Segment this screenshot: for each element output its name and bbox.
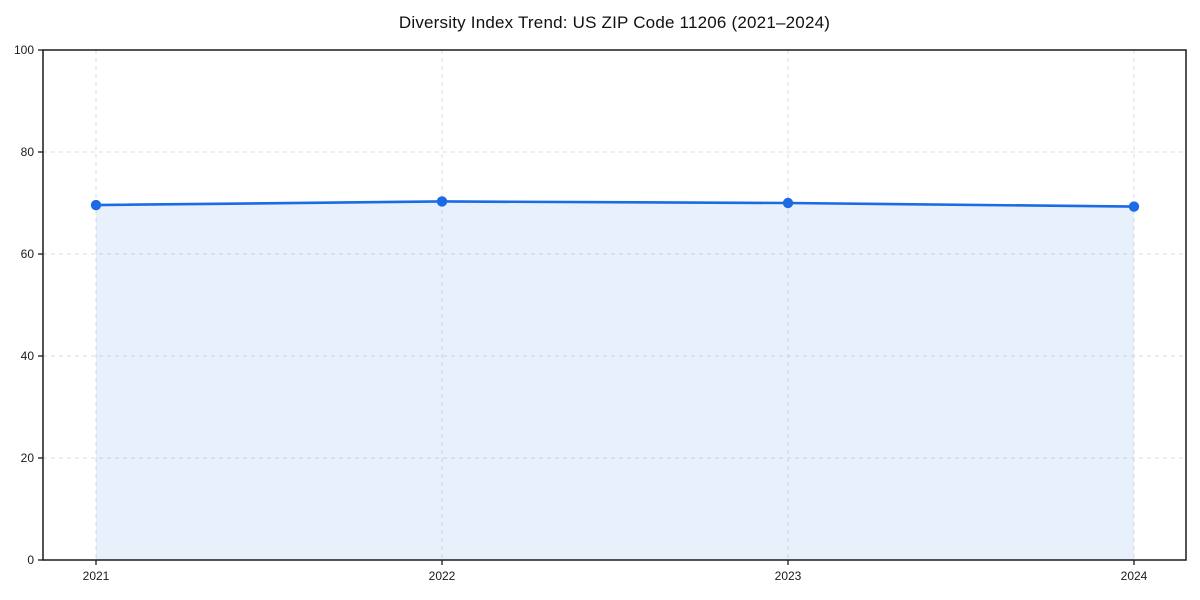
data-point-marker [1128, 201, 1140, 212]
plot-border [42, 49, 1187, 561]
area-fill [96, 201, 1134, 560]
y-tick-label: 100 [14, 43, 34, 57]
y-axis-ticks: 0 20 40 60 80 100 [14, 43, 43, 567]
y-tick-label: 60 [21, 247, 35, 261]
data-point-markers [90, 196, 1140, 212]
x-tick-label: 2023 [775, 569, 802, 583]
y-tick-label: 20 [21, 451, 35, 465]
data-point-marker [782, 197, 794, 209]
y-tick-label: 80 [21, 145, 35, 159]
y-tick-label: 0 [27, 553, 34, 567]
data-point-marker [90, 199, 102, 211]
x-tick-label: 2024 [1121, 569, 1148, 583]
data-point-marker [436, 196, 448, 207]
x-axis-ticks: 2021 2022 2023 2024 [83, 560, 1148, 583]
x-tick-label: 2021 [83, 569, 110, 583]
x-tick-label: 2022 [429, 569, 456, 583]
y-tick-label: 40 [21, 349, 35, 363]
chart-title: Diversity Index Trend: US ZIP Code 11206… [398, 13, 831, 32]
x-gridlines [95, 50, 1135, 560]
trend-line [94, 200, 1136, 208]
